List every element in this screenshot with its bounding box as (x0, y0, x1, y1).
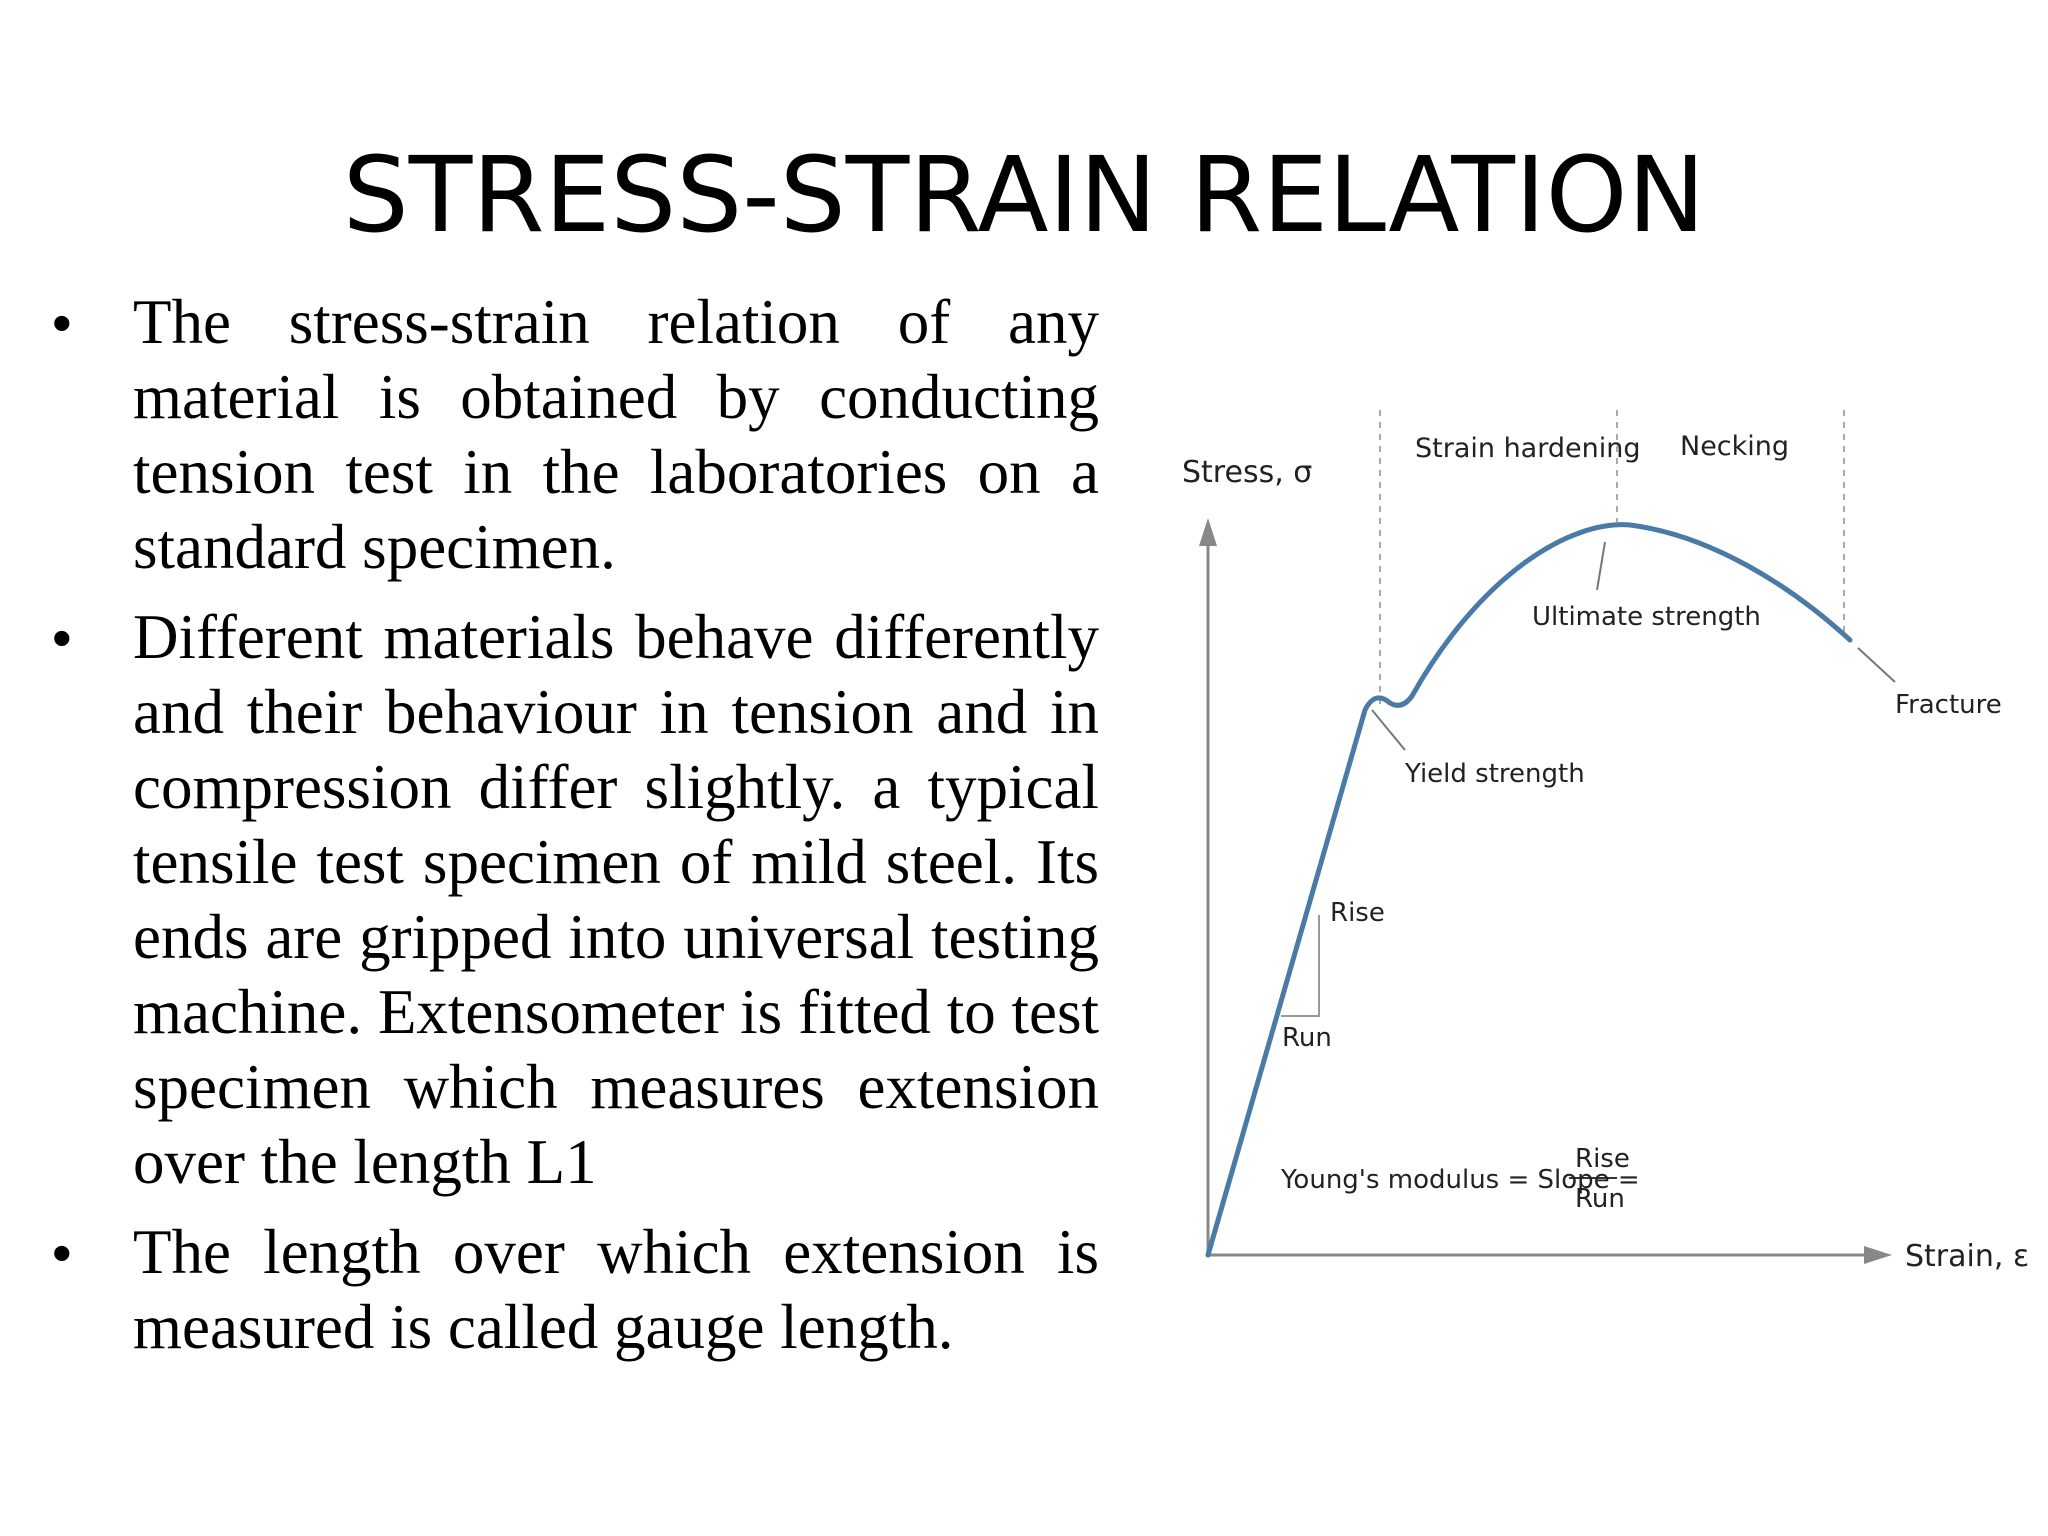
leader-yield (1371, 709, 1406, 751)
bullet-dot-icon: • (52, 1221, 72, 1284)
bullet-dot-icon: • (52, 606, 72, 669)
slope-label-rise: Rise (1330, 898, 1385, 928)
bullet-item: • The stress-strain relation of any mate… (0, 285, 1099, 585)
bullet-item: • The length over which extension is mea… (0, 1215, 1099, 1365)
bullet-item: • Different materials behave differently… (0, 600, 1099, 1200)
point-label-fracture: Fracture (1895, 690, 2002, 720)
x-axis-arrow-icon (1864, 1246, 1892, 1264)
region-label-strain-hardening: Strain hardening (1415, 433, 1640, 464)
point-label-ultimate-strength: Ultimate strength (1532, 602, 1761, 632)
bullet-text: The stress-strain relation of any materi… (133, 287, 1099, 582)
x-axis-label: Strain, ε (1905, 1239, 2029, 1274)
bullet-text: The length over which extension is measu… (133, 1217, 1099, 1362)
point-label-yield-strength: Yield strength (1404, 759, 1585, 789)
region-label-necking: Necking (1680, 431, 1789, 462)
bullet-dot-icon: • (52, 291, 72, 354)
formula-denominator: Run (1575, 1184, 1625, 1214)
stress-strain-curve (1205, 522, 1853, 1258)
y-axis-label: Stress, σ (1182, 455, 1312, 490)
slope-label-run: Run (1282, 1023, 1332, 1053)
slide-title: STRESS-STRAIN RELATION (342, 134, 1706, 256)
stress-strain-diagram: Stress, σ Strain, ε Strain hardening Nec… (1182, 410, 2029, 1274)
formula-lhs: Young's modulus = Slope = (1280, 1165, 1640, 1195)
leader-ultimate (1596, 541, 1606, 591)
bullet-list: • The stress-strain relation of any mate… (0, 285, 1100, 1380)
formula-numerator: Rise (1575, 1144, 1630, 1174)
bullet-text: Different materials behave differently a… (133, 602, 1099, 1197)
slope-triangle (1281, 915, 1320, 1017)
leader-fracture (1857, 647, 1896, 683)
y-axis-arrow-icon (1199, 518, 1217, 546)
